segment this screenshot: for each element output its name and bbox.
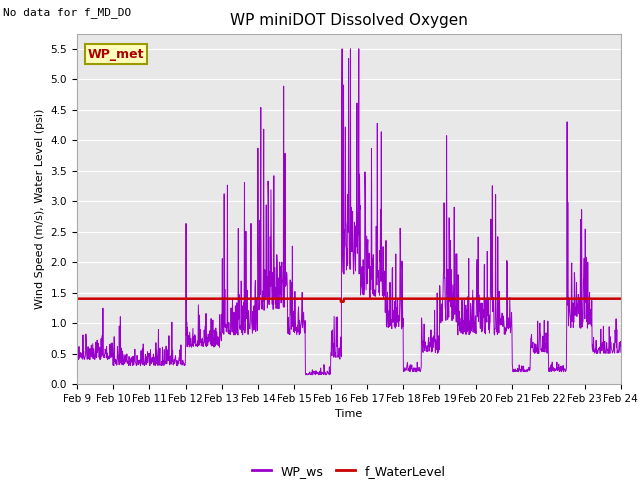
Text: WP_met: WP_met	[88, 48, 144, 60]
X-axis label: Time: Time	[335, 409, 362, 419]
Title: WP miniDOT Dissolved Oxygen: WP miniDOT Dissolved Oxygen	[230, 13, 468, 28]
Text: No data for f_MD_DO: No data for f_MD_DO	[3, 7, 131, 18]
Y-axis label: Wind Speed (m/s), Water Level (psi): Wind Speed (m/s), Water Level (psi)	[35, 108, 45, 309]
Legend: WP_ws, f_WaterLevel: WP_ws, f_WaterLevel	[247, 460, 451, 480]
